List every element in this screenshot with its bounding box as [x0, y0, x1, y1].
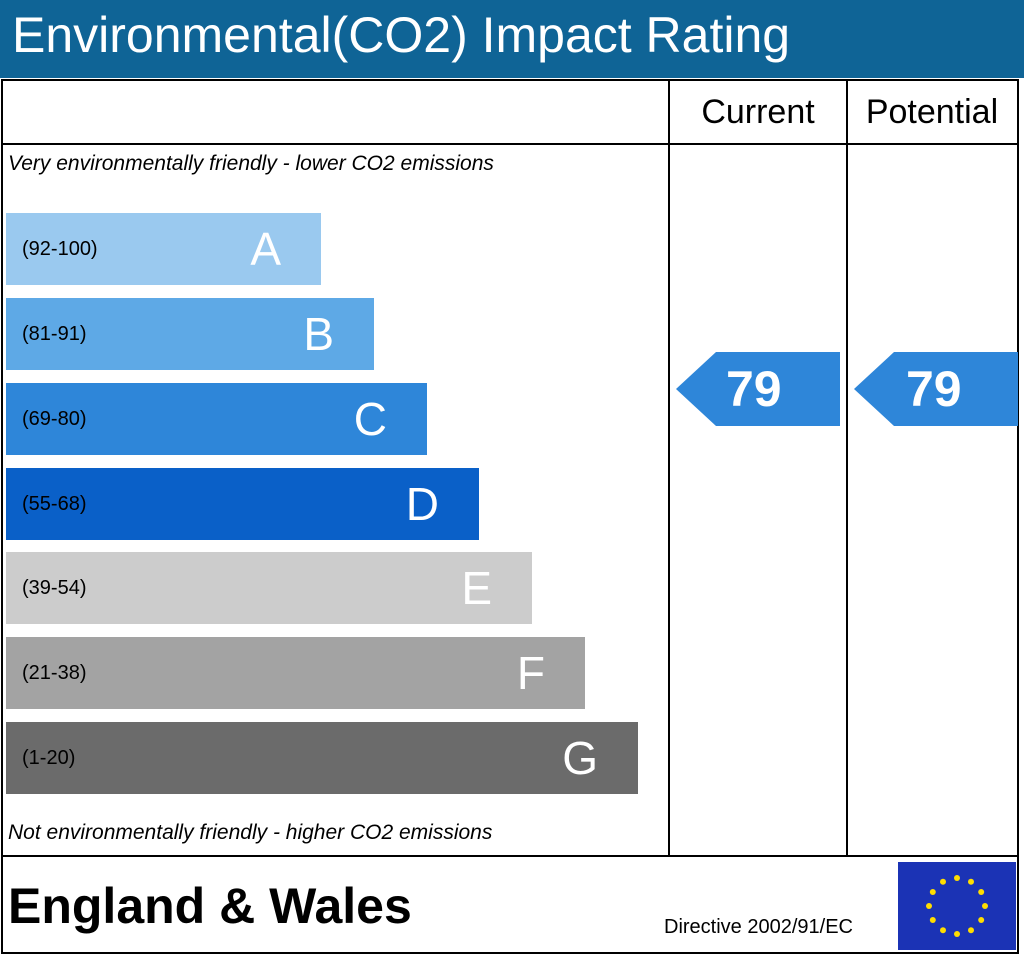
band-letter: E	[461, 562, 492, 614]
current-column-header: Current	[701, 93, 815, 131]
band-f: (21-38) F	[6, 637, 585, 709]
band-letter: F	[516, 647, 545, 699]
band-range-label: (55-68)	[22, 493, 87, 515]
chart-frame	[1, 79, 1019, 954]
band-b: (81-91) B	[6, 298, 374, 370]
eu-star	[954, 875, 960, 881]
eu-star	[978, 917, 985, 923]
eu-stars	[926, 875, 988, 937]
eu-flag-icon	[898, 862, 1016, 950]
eu-star	[929, 917, 936, 923]
potential-column-divider	[846, 79, 848, 856]
eu-star	[926, 903, 932, 909]
current-column-divider	[668, 79, 670, 856]
band-letter: B	[303, 308, 334, 360]
footer-divider	[1, 855, 1019, 857]
potential-rating-arrow: 79	[854, 352, 1018, 426]
band-letter: A	[250, 223, 281, 275]
potential-rating-value: 79	[906, 361, 962, 417]
band-range-label: (92-100)	[22, 238, 98, 260]
band-letter: G	[562, 732, 598, 784]
eu-star	[982, 903, 988, 909]
header-divider	[1, 143, 1019, 145]
region-label: England & Wales	[8, 878, 412, 934]
band-range-label: (21-38)	[22, 662, 87, 684]
band-range-label: (69-80)	[22, 408, 87, 430]
eu-star	[940, 927, 946, 934]
title-bar: Environmental(CO2) Impact Rating	[0, 0, 1024, 78]
current-arrow-shape	[676, 352, 840, 426]
band-letter: C	[353, 393, 387, 445]
band-d: (55-68) D	[6, 468, 479, 540]
band-range-label: (81-91)	[22, 323, 87, 345]
eu-star	[968, 927, 974, 934]
band-a: (92-100) A	[6, 213, 321, 285]
chart-title: Environmental(CO2) Impact Rating	[12, 7, 791, 63]
potential-arrow-shape	[854, 352, 1018, 426]
top-note: Very environmentally friendly - lower CO…	[8, 152, 494, 175]
band-range-label: (39-54)	[22, 577, 87, 599]
directive-label: Directive 2002/91/EC	[664, 916, 853, 938]
band-e: (39-54) E	[6, 552, 532, 624]
eu-star	[978, 889, 985, 895]
eu-star	[954, 931, 960, 937]
current-rating-value: 79	[726, 361, 782, 417]
band-g: (1-20) G	[6, 722, 638, 794]
potential-column-header: Potential	[865, 93, 999, 131]
band-letter: D	[405, 478, 439, 530]
current-rating-arrow: 79	[676, 352, 840, 426]
bottom-note: Not environmentally friendly - higher CO…	[8, 821, 493, 844]
band-range-label: (1-20)	[22, 747, 76, 769]
eu-star	[940, 878, 946, 885]
eu-star	[929, 889, 936, 895]
band-c: (69-80) C	[6, 383, 427, 455]
eu-star	[968, 878, 974, 885]
